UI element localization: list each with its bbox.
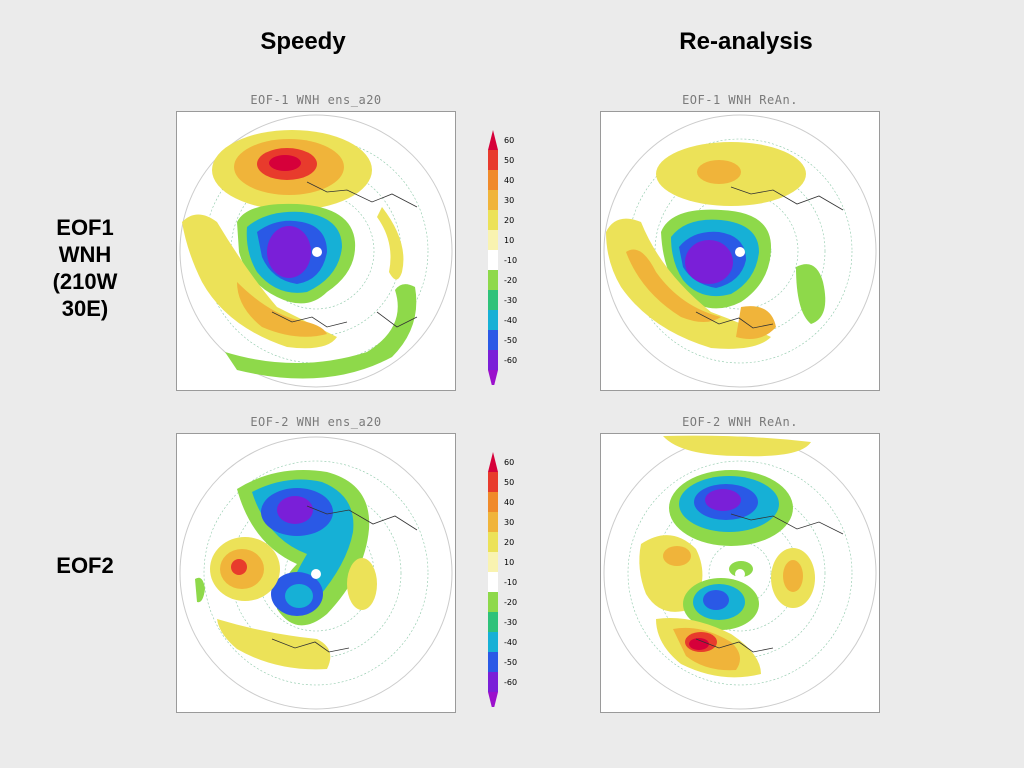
- colorbar-swatch: [488, 150, 498, 170]
- map-eof2-reanalysis: [600, 433, 880, 713]
- colorbar-swatch: [488, 310, 498, 330]
- colorbar-bottom-swatches: [488, 452, 498, 712]
- colorbar-swatch: [488, 592, 498, 612]
- colorbar-swatch: [488, 230, 498, 250]
- colorbar-bottom-label-10: -50: [504, 658, 518, 667]
- row-label-eof1-line2: WNH: [58, 242, 112, 267]
- colorbar-top-label-7: -20: [504, 276, 518, 285]
- colorbar-top-label-2: 40: [504, 176, 515, 185]
- colorbar-swatch: [488, 572, 498, 592]
- colorbar-top-label-4: 20: [504, 216, 515, 225]
- colorbar-swatch: [488, 672, 498, 692]
- colorbar-swatch: [488, 370, 498, 390]
- colorbar-swatch: [488, 130, 498, 150]
- row-label-eof1: EOF1 WNH (210W 30E): [20, 214, 150, 322]
- column-title-reanalysis: Re-analysis: [679, 28, 813, 55]
- colorbar-top-label-0: 60: [504, 136, 515, 145]
- map-eof1-speedy: [176, 111, 456, 391]
- colorbar-bottom-label-2: 40: [504, 498, 515, 507]
- colorbar-swatch: [488, 612, 498, 632]
- colorbar-swatch: [488, 330, 498, 350]
- colorbar-swatch: [488, 190, 498, 210]
- colorbar-swatch: [488, 532, 498, 552]
- panel-title-eof2-reanalysis: EOF-2 WNH ReAn.: [682, 415, 798, 429]
- colorbar-top-label-6: -10: [504, 256, 518, 265]
- colorbar-swatch: [488, 452, 498, 472]
- colorbar-swatch: [488, 170, 498, 190]
- row-label-eof1-line4: 30E): [61, 296, 109, 321]
- colorbar-top: 60 50 40 30 20 10 -10 -20 -30 -40 -50 -6…: [484, 120, 544, 390]
- colorbar-swatch: [488, 250, 498, 270]
- colorbar-bottom-label-0: 60: [504, 458, 515, 467]
- colorbar-swatch: [488, 210, 498, 230]
- colorbar-bottom-label-6: -10: [504, 578, 518, 587]
- colorbar-bottom-label-5: 10: [504, 558, 515, 567]
- colorbar-bottom-label-11: -60: [504, 678, 518, 687]
- map-eof2-speedy: [176, 433, 456, 713]
- colorbar-swatch: [488, 290, 498, 310]
- colorbar-top-label-10: -50: [504, 336, 518, 345]
- colorbar-top-swatches: [488, 130, 498, 390]
- colorbar-swatch: [488, 492, 498, 512]
- colorbar-bottom-label-1: 50: [504, 478, 515, 487]
- panel-title-eof1-reanalysis: EOF-1 WNH ReAn.: [682, 93, 798, 107]
- colorbar-swatch: [488, 270, 498, 290]
- colorbar-top-label-5: 10: [504, 236, 515, 245]
- row-label-eof2-line1: EOF2: [56, 553, 114, 578]
- colorbar-swatch: [488, 472, 498, 492]
- colorbar-bottom-label-7: -20: [504, 598, 518, 607]
- panel-title-eof2-speedy: EOF-2 WNH ens_a20: [250, 415, 382, 429]
- colorbar-bottom-label-3: 30: [504, 518, 515, 527]
- colorbar-swatch: [488, 350, 498, 370]
- row-label-eof1-line1: EOF1: [56, 215, 114, 240]
- colorbar-swatch: [488, 552, 498, 572]
- colorbar-bottom: 60 50 40 30 20 10 -10 -20 -30 -40 -50 -6…: [484, 442, 544, 712]
- colorbar-swatch: [488, 652, 498, 672]
- map-eof1-reanalysis: [600, 111, 880, 391]
- colorbar-swatch: [488, 692, 498, 712]
- colorbar-swatch: [488, 512, 498, 532]
- colorbar-top-label-11: -60: [504, 356, 518, 365]
- row-label-eof2: EOF2: [20, 552, 150, 579]
- colorbar-top-label-8: -30: [504, 296, 518, 305]
- panel-title-eof1-speedy: EOF-1 WNH ens_a20: [250, 93, 382, 107]
- colorbar-bottom-label-9: -40: [504, 638, 518, 647]
- colorbar-top-label-3: 30: [504, 196, 515, 205]
- column-title-speedy: Speedy: [260, 28, 346, 55]
- colorbar-top-label-9: -40: [504, 316, 518, 325]
- colorbar-swatch: [488, 632, 498, 652]
- colorbar-top-label-1: 50: [504, 156, 515, 165]
- colorbar-bottom-label-4: 20: [504, 538, 515, 547]
- colorbar-bottom-label-8: -30: [504, 618, 518, 627]
- row-label-eof1-line3: (210W: [52, 269, 118, 294]
